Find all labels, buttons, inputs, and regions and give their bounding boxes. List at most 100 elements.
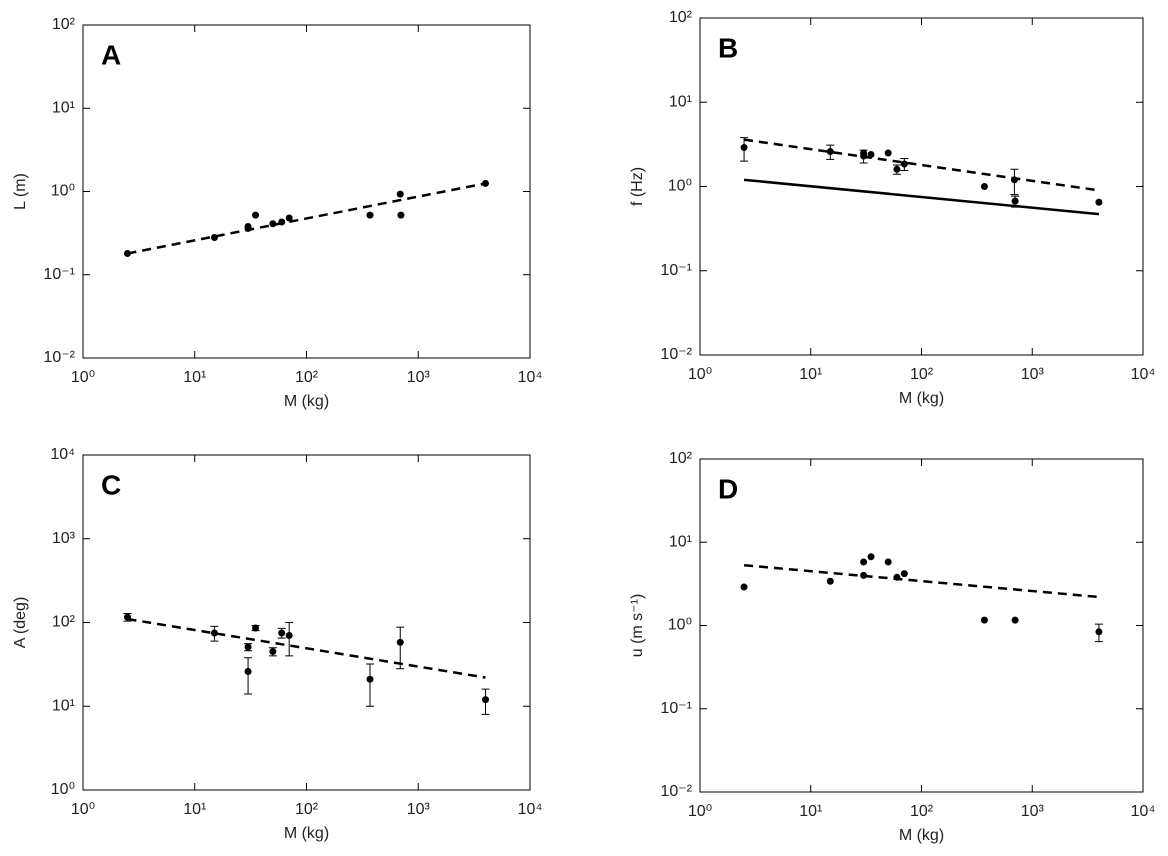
data-point <box>123 613 131 621</box>
y-tick-label: 10¹ <box>52 697 75 714</box>
data-point <box>252 624 260 632</box>
data-point <box>252 211 260 219</box>
x-tick-label: 10⁴ <box>1131 803 1156 820</box>
data-point <box>860 149 868 157</box>
x-tick-label: 10⁰ <box>688 803 712 820</box>
data-point <box>1010 176 1018 184</box>
data-point <box>269 220 277 228</box>
data-point <box>867 150 875 158</box>
y-tick-label: 10⁻¹ <box>43 266 75 283</box>
x-axis-label: M (kg) <box>899 827 944 844</box>
data-point <box>366 211 374 219</box>
y-tick-label: 10¹ <box>669 533 692 550</box>
x-tick-label: 10¹ <box>183 369 206 386</box>
x-tick-label: 10² <box>295 369 319 386</box>
y-tick-label: 10⁰ <box>51 183 75 200</box>
x-tick-label: 10³ <box>1021 803 1045 820</box>
data-point <box>210 629 218 637</box>
y-axis-label: L (m) <box>12 173 29 210</box>
data-point <box>244 222 252 230</box>
data-point <box>860 558 868 566</box>
y-tick-label: 10² <box>52 16 76 33</box>
panel-label: D <box>718 473 738 504</box>
y-tick-label: 10² <box>669 9 693 26</box>
data-point <box>826 148 834 156</box>
x-axis-label: M (kg) <box>284 825 329 842</box>
y-tick-label: 10¹ <box>52 99 75 116</box>
data-point <box>366 675 374 683</box>
data-point <box>740 583 748 591</box>
x-tick-label: 10³ <box>407 369 431 386</box>
y-tick-label: 10⁻² <box>43 349 75 366</box>
data-point <box>1011 616 1019 624</box>
x-tick-label: 10² <box>910 803 934 820</box>
x-axis-label: M (kg) <box>284 393 329 410</box>
data-point <box>1095 198 1103 206</box>
fit-line <box>743 178 1100 216</box>
data-point <box>884 149 892 157</box>
y-tick-label: 10⁻² <box>660 346 692 363</box>
x-tick-label: 10² <box>295 801 319 818</box>
y-tick-label: 10³ <box>52 530 76 547</box>
error-bar <box>396 626 405 670</box>
data-point <box>980 616 988 624</box>
plot-frame <box>699 458 1144 793</box>
data-point <box>285 214 293 222</box>
x-tick-label: 10² <box>910 366 934 383</box>
x-tick-label: 10⁴ <box>518 369 543 386</box>
data-point <box>893 165 901 173</box>
y-tick-label: 10⁻¹ <box>660 262 692 279</box>
y-tick-label: 10⁰ <box>668 178 692 195</box>
x-tick-label: 10¹ <box>183 801 206 818</box>
data-point <box>482 696 490 704</box>
x-tick-label: 10⁰ <box>71 369 95 386</box>
x-tick-label: 10¹ <box>799 366 822 383</box>
data-point <box>1011 197 1019 205</box>
y-axis-label: f (Hz) <box>629 167 646 206</box>
data-point <box>396 190 404 198</box>
data-point <box>278 629 286 637</box>
plot-frame <box>82 24 531 359</box>
y-axis-label: u (m s⁻¹) <box>629 594 646 658</box>
data-point <box>893 573 901 581</box>
fit-line <box>127 182 486 255</box>
data-point <box>269 648 277 656</box>
x-axis-label: M (kg) <box>899 390 944 407</box>
data-point <box>244 667 252 675</box>
y-tick-label: 10⁴ <box>50 446 75 463</box>
y-tick-label: 10⁰ <box>668 617 692 634</box>
y-tick-label: 10⁻² <box>660 783 692 800</box>
data-point <box>482 179 490 187</box>
data-point <box>278 218 286 226</box>
error-bar <box>365 663 374 707</box>
data-point <box>867 553 875 561</box>
x-tick-label: 10⁰ <box>71 801 95 818</box>
x-tick-label: 10⁴ <box>518 801 543 818</box>
y-tick-label: 10¹ <box>669 93 692 110</box>
panel-label: A <box>101 39 121 70</box>
data-point <box>860 571 868 579</box>
data-point <box>740 144 748 152</box>
x-tick-label: 10³ <box>1021 366 1045 383</box>
panel-label: B <box>718 32 738 63</box>
x-tick-label: 10³ <box>407 801 431 818</box>
data-point <box>210 234 218 242</box>
x-tick-label: 10⁰ <box>688 366 712 383</box>
data-point <box>826 577 834 585</box>
data-point <box>244 643 252 651</box>
y-axis-label: A (deg) <box>12 597 29 649</box>
data-point <box>396 638 404 646</box>
y-tick-label: 10² <box>669 450 693 467</box>
data-point <box>980 183 988 190</box>
data-point <box>397 211 405 219</box>
y-tick-label: 10² <box>52 614 76 631</box>
data-point <box>123 249 131 257</box>
error-bar <box>285 622 294 657</box>
panel-label: C <box>101 469 121 500</box>
data-point <box>884 558 892 566</box>
data-point <box>1095 628 1103 636</box>
data-point <box>900 160 908 168</box>
fit-line <box>743 563 1100 599</box>
error-bar <box>244 657 253 695</box>
